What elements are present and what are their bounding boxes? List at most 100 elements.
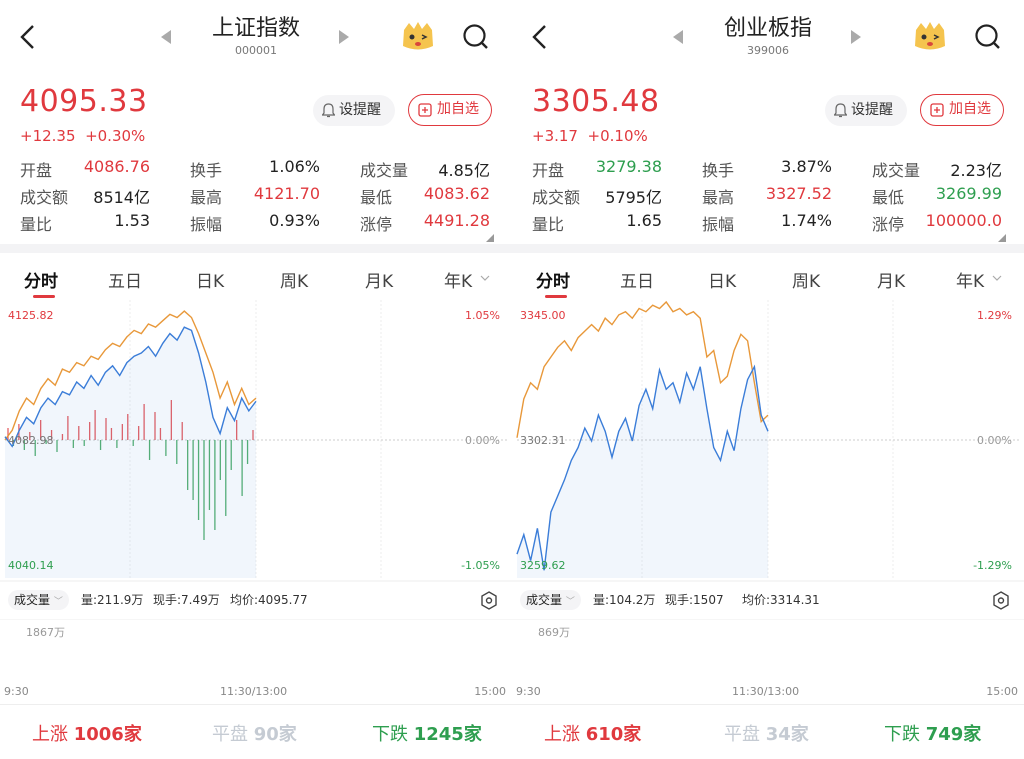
- axis-zero-pct: 0.00%: [465, 434, 500, 447]
- search-icon[interactable]: [974, 23, 1002, 51]
- chevron-down-icon[interactable]: [480, 274, 490, 282]
- back-icon[interactable]: [18, 24, 38, 50]
- stat-value: 3.87%: [781, 157, 832, 176]
- mascot-icon[interactable]: [912, 20, 948, 52]
- unchanged[interactable]: 平盘 34家: [724, 720, 809, 746]
- set-alert-button[interactable]: 设提醒: [313, 95, 395, 126]
- expand-corner-icon[interactable]: [486, 234, 494, 242]
- indicator-selector[interactable]: 成交量 ﹀: [8, 590, 69, 610]
- tab-2[interactable]: 日K: [708, 272, 737, 292]
- divider: [512, 704, 1024, 705]
- stat-label: 量比: [532, 215, 565, 234]
- tab-4[interactable]: 月K: [877, 272, 906, 292]
- stat-label: 换手: [190, 161, 223, 180]
- advancers-count: 610家: [585, 724, 642, 745]
- change-value: +12.35: [20, 127, 76, 145]
- stat-label: 振幅: [702, 215, 735, 234]
- stat-value: 3327.52: [765, 184, 832, 203]
- stat-label: 最低: [872, 188, 905, 207]
- stat-value: 1.06%: [269, 157, 320, 176]
- add-watchlist-label: 加自选: [949, 101, 991, 117]
- decliners-label: 下跌: [884, 724, 920, 745]
- volume-current: 现手:1507: [665, 593, 724, 607]
- bell-icon: [322, 103, 335, 118]
- current-price: 3305.48: [532, 84, 660, 119]
- intraday-chart[interactable]: [512, 300, 1024, 620]
- volume-max-label: 869万: [538, 626, 570, 639]
- advancers[interactable]: 上涨 610家: [544, 720, 641, 746]
- divider: [0, 244, 512, 253]
- next-index-icon[interactable]: [850, 30, 862, 44]
- stat-value: 3269.99: [935, 184, 1002, 203]
- stat-label: 开盘: [532, 161, 565, 180]
- tab-5[interactable]: 年K: [956, 272, 985, 292]
- time-start: 9:30: [516, 685, 541, 698]
- active-tab-indicator: [33, 295, 55, 298]
- decliners[interactable]: 下跌 1245家: [372, 720, 482, 746]
- volume-total: 量:211.9万: [81, 593, 144, 607]
- axis-low-price: 3259.62: [520, 559, 566, 572]
- set-alert-label: 设提醒: [339, 102, 381, 118]
- intraday-chart[interactable]: [0, 300, 512, 620]
- prev-index-icon[interactable]: [672, 30, 684, 44]
- stat-label: 成交量: [360, 161, 409, 180]
- stat-label: 量比: [20, 215, 53, 234]
- next-index-icon[interactable]: [338, 30, 350, 44]
- time-mid: 11:30/13:00: [220, 685, 288, 698]
- advancers[interactable]: 上涨 1006家: [32, 720, 142, 746]
- axis-low-price: 4040.14: [8, 559, 54, 572]
- tab-4[interactable]: 月K: [365, 272, 394, 292]
- price-line: [4, 326, 257, 448]
- tab-1[interactable]: 五日: [620, 272, 654, 292]
- price-area: [5, 327, 256, 578]
- index-code: 399006: [747, 44, 789, 57]
- back-icon[interactable]: [530, 24, 550, 50]
- stat-value: 8514亿: [93, 188, 150, 207]
- stat-value: 5795亿: [605, 188, 662, 207]
- current-price: 4095.33: [20, 84, 148, 119]
- mascot-icon[interactable]: [400, 20, 436, 52]
- stat-label: 换手: [702, 161, 735, 180]
- unchanged[interactable]: 平盘 90家: [212, 720, 297, 746]
- chevron-down-icon[interactable]: [992, 274, 1002, 282]
- expand-corner-icon[interactable]: [998, 234, 1006, 242]
- settings-hex-icon[interactable]: [480, 591, 498, 611]
- change-percent: +0.10%: [587, 127, 648, 145]
- search-icon[interactable]: [462, 23, 490, 51]
- indicator-selector[interactable]: 成交量 ﹀: [520, 590, 581, 610]
- active-tab-indicator: [545, 295, 567, 298]
- prev-index-icon[interactable]: [160, 30, 172, 44]
- tab-3[interactable]: 周K: [792, 272, 821, 292]
- time-end: 15:00: [474, 685, 506, 698]
- tab-0[interactable]: 分时: [536, 272, 570, 292]
- tab-5[interactable]: 年K: [444, 272, 473, 292]
- add-watchlist-button[interactable]: 加自选: [408, 94, 492, 126]
- avg-line: [4, 310, 257, 441]
- stat-value: 4.85亿: [438, 161, 490, 180]
- stat-value: 3279.38: [595, 157, 662, 176]
- axis-high-price: 4125.82: [8, 309, 54, 322]
- index-panel: 创业板指 399006 3305.48 +3.17 +0.10% 设提醒 加自选…: [512, 0, 1024, 759]
- decliners[interactable]: 下跌 749家: [884, 720, 981, 746]
- set-alert-button[interactable]: 设提醒: [825, 95, 907, 126]
- index-panel: 上证指数 000001 4095.33 +12.35 +0.30% 设提醒 加自…: [0, 16, 512, 746]
- stat-value: 0.93%: [269, 211, 320, 230]
- bell-icon: [834, 103, 847, 118]
- stat-label: 开盘: [20, 161, 53, 180]
- tab-0[interactable]: 分时: [24, 272, 58, 292]
- tab-2[interactable]: 日K: [196, 272, 225, 292]
- axis-prev-close: 4082.98: [8, 434, 54, 447]
- add-watchlist-button[interactable]: 加自选: [920, 94, 1004, 126]
- indicator-label: 成交量: [526, 593, 563, 607]
- indicator-label: 成交量: [14, 593, 51, 607]
- unchanged-label: 平盘: [212, 724, 248, 745]
- change-percent: +0.30%: [85, 127, 146, 145]
- tab-1[interactable]: 五日: [108, 272, 142, 292]
- settings-hex-icon[interactable]: [992, 591, 1010, 611]
- decliners-count: 1245家: [413, 724, 482, 745]
- volume-current: 现手:7.49万: [153, 593, 220, 607]
- tab-3[interactable]: 周K: [280, 272, 309, 292]
- unchanged-count: 34家: [765, 724, 809, 745]
- time-mid: 11:30/13:00: [732, 685, 800, 698]
- axis-high-pct: 1.05%: [465, 309, 500, 322]
